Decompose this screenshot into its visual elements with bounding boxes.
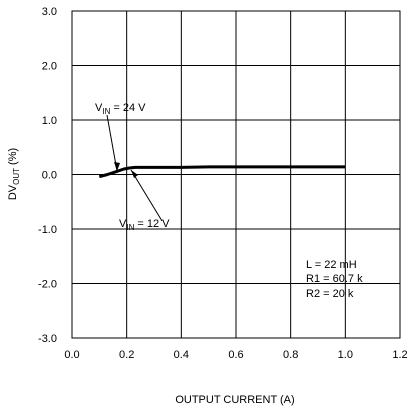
- y-tick-label: -1.0: [38, 224, 57, 236]
- annotation-arrowhead-24v: [114, 162, 120, 171]
- annotation-arrow-12v: [130, 169, 163, 222]
- y-tick-label: -3.0: [38, 333, 57, 345]
- plot-frame: [71, 10, 401, 339]
- series-line-0: [98, 165, 346, 179]
- x-tick-label: 0.8: [283, 349, 298, 361]
- annotation-arrowhead-12v: [131, 170, 138, 178]
- x-tick-label: 1.0: [338, 349, 353, 361]
- x-tick-label: 0.4: [174, 349, 189, 361]
- x-tick-label: 0.0: [64, 349, 79, 361]
- x-tick-labels: 0.0 0.2 0.4 0.6 0.8 1.0 1.2: [64, 349, 407, 361]
- param-r1: R1 = 60.7 k: [306, 273, 363, 285]
- x-tick-label: 0.2: [119, 349, 134, 361]
- annotation-arrow-24v: [106, 114, 118, 172]
- y-tick-label: 2.0: [42, 61, 57, 73]
- y-tick-label: 1.0: [42, 115, 57, 127]
- series-layer: [98, 165, 346, 179]
- x-axis-label: OUTPUT CURRENT (A): [175, 394, 294, 406]
- param-r2: R2 = 20 k: [306, 288, 354, 300]
- annotation-vin-12v: VIN = 12 V: [119, 218, 170, 232]
- y-tick-labels: 3.0 2.0 1.0 0.0 -1.0 -2.0 -3.0: [38, 6, 57, 345]
- y-axis-label: DVOUT (%): [7, 148, 21, 200]
- x-tick-label: 0.6: [228, 349, 243, 361]
- param-inductance: L = 22 mH: [306, 259, 357, 271]
- x-tick-label: 1.2: [392, 349, 407, 361]
- y-tick-label: 0.0: [42, 170, 57, 182]
- annotation-vin-24v: VIN = 24 V: [95, 102, 146, 116]
- y-tick-label: 3.0: [42, 6, 57, 18]
- y-tick-label: -2.0: [38, 279, 57, 291]
